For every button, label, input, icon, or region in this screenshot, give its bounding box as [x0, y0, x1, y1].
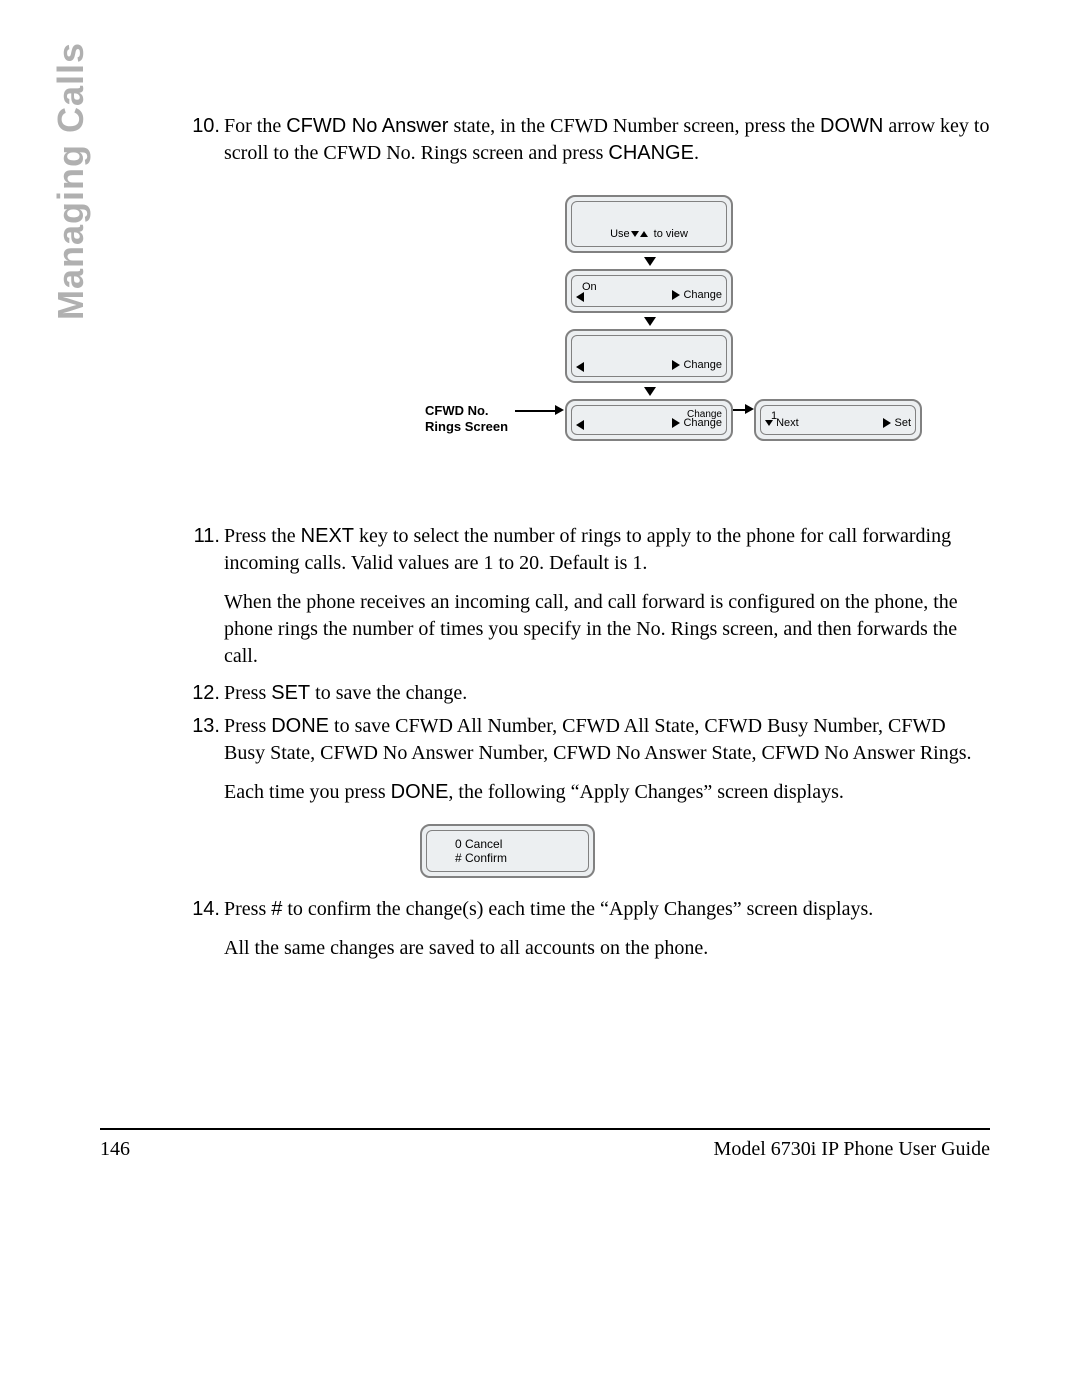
text: # Confirm — [455, 851, 588, 865]
callout-label: CFWD No. Rings Screen — [425, 403, 508, 436]
step-text: Press the NEXT key to select the number … — [224, 523, 990, 577]
text: Press — [224, 898, 271, 920]
text: Change — [683, 417, 722, 429]
step-14-cont: All the same changes are saved to all ac… — [224, 935, 990, 962]
arrow-down-icon — [644, 387, 656, 396]
step-text: For the CFWD No Answer state, in the CFW… — [224, 113, 990, 167]
text: Change — [683, 359, 722, 371]
body-content: 10. For the CFWD No Answer state, in the… — [190, 113, 990, 972]
text: CHANGE — [608, 142, 694, 164]
right-triangle-icon — [672, 418, 680, 428]
text: Rings Screen — [425, 419, 508, 435]
text: On — [582, 280, 597, 295]
text: Each time you press — [224, 781, 391, 803]
right-triangle-icon — [672, 360, 680, 370]
text: # — [271, 898, 282, 920]
arrow-right-icon — [745, 404, 754, 414]
arrow-down-icon — [644, 317, 656, 326]
text: to confirm the change(s) each time the “… — [282, 898, 873, 920]
step-num: 13. — [190, 713, 220, 767]
callout-line — [515, 410, 557, 412]
up-triangle-icon — [640, 231, 648, 237]
step-12: 12. Press SET to save the change. — [190, 680, 990, 707]
step-11-cont: When the phone receives an incoming call… — [224, 589, 990, 670]
text: Press — [224, 682, 271, 704]
step-text: Press # to confirm the change(s) each ti… — [224, 896, 990, 923]
step-num: 10. — [190, 113, 220, 167]
footer-rule — [100, 1128, 990, 1130]
text: For the — [224, 115, 286, 137]
step-11: 11. Press the NEXT key to select the num… — [190, 523, 990, 577]
left-triangle-icon — [576, 420, 584, 430]
arrow-right-icon — [555, 405, 564, 415]
text: DONE — [391, 781, 449, 803]
step-num: 11. — [190, 523, 220, 577]
text: to view — [654, 228, 688, 240]
screen-box-on: On Change — [565, 269, 733, 313]
apply-changes-diagram: 0 Cancel # Confirm — [420, 824, 595, 878]
text: CFWD No. — [425, 403, 508, 419]
screen-box-rings-set: 1 Next Set — [754, 399, 922, 441]
down-triangle-icon — [631, 231, 639, 237]
down-triangle-icon — [765, 420, 773, 426]
step-num: 14. — [190, 896, 220, 923]
text: DONE — [271, 715, 329, 737]
apply-changes-box: 0 Cancel # Confirm — [420, 824, 595, 878]
step-14: 14. Press # to confirm the change(s) eac… — [190, 896, 990, 923]
text: state, in the CFWD Number screen, press … — [448, 115, 820, 137]
text: Use — [610, 228, 630, 240]
text: Next — [776, 417, 799, 429]
right-triangle-icon — [672, 290, 680, 300]
text: , the following “Apply Changes” screen d… — [448, 781, 843, 803]
screen-box-rings-change: Change Change — [565, 399, 733, 441]
text: to save the change. — [310, 682, 467, 704]
step-text: Press DONE to save CFWD All Number, CFWD… — [224, 713, 990, 767]
step-text: Press SET to save the change. — [224, 680, 990, 707]
text: DOWN — [820, 115, 883, 137]
right-triangle-icon — [883, 418, 891, 428]
guide-title: Model 6730i IP Phone User Guide — [714, 1138, 990, 1161]
section-title: Managing Calls — [50, 42, 92, 320]
step-13: 13. Press DONE to save CFWD All Number, … — [190, 713, 990, 767]
left-triangle-icon — [576, 292, 584, 302]
text: CFWD No Answer — [286, 115, 448, 137]
text: Change — [683, 289, 722, 301]
arrow-down-icon — [644, 257, 656, 266]
text: to save CFWD All Number, CFWD All State,… — [224, 715, 972, 764]
text: Set — [894, 417, 911, 429]
step-10: 10. For the CFWD No Answer state, in the… — [190, 113, 990, 167]
text: Press the — [224, 525, 301, 547]
screen-flow-diagram: Use to view On Change Change — [370, 195, 890, 465]
screen-box-use-view: Use to view — [565, 195, 733, 253]
page-number: 146 — [100, 1138, 130, 1161]
text: NEXT — [301, 525, 354, 547]
text: 0 Cancel — [455, 837, 588, 851]
screen-box-change: Change — [565, 329, 733, 383]
text: Press — [224, 715, 271, 737]
left-triangle-icon — [576, 362, 584, 372]
step-13-cont: Each time you press DONE, the following … — [224, 779, 990, 806]
text: SET — [271, 682, 310, 704]
text: . — [694, 142, 699, 164]
step-num: 12. — [190, 680, 220, 707]
